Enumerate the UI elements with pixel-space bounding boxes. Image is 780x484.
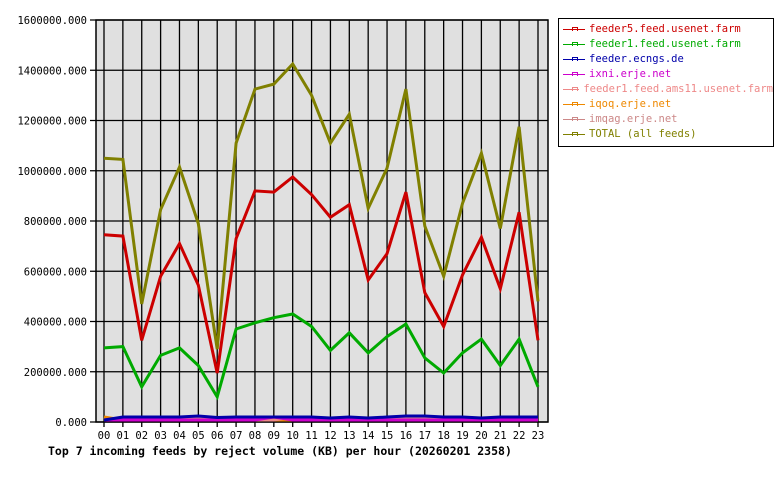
legend-item: feeder1.feed.usenet.farm — [563, 37, 773, 52]
x-tick-label: 02 — [135, 430, 148, 442]
x-tick-label: 01 — [117, 430, 130, 442]
x-tick-label: 11 — [305, 430, 318, 442]
x-tick-label: 04 — [173, 430, 186, 442]
legend-item: iqoq.erje.net — [563, 97, 773, 112]
x-tick-label: 06 — [211, 430, 224, 442]
legend-item: feeder5.feed.usenet.farm — [563, 22, 773, 37]
x-tick-label: 15 — [381, 430, 394, 442]
x-tick-label: 21 — [494, 430, 507, 442]
legend-label: ixni.erje.net — [589, 68, 672, 80]
y-tick-label: 800000.000 — [24, 216, 87, 228]
legend-line-icon — [563, 57, 585, 61]
y-tick-label: 600000.000 — [24, 266, 87, 278]
x-tick-label: 20 — [475, 430, 488, 442]
x-tick-label: 14 — [362, 430, 375, 442]
legend-line-icon — [563, 132, 585, 136]
y-tick-label: 1400000.000 — [17, 65, 87, 77]
x-tick-label: 19 — [456, 430, 469, 442]
legend-item: TOTAL (all feeds) — [563, 127, 773, 142]
legend-label: iqoq.erje.net — [589, 98, 672, 110]
chart-title: Top 7 incoming feeds by reject volume (K… — [48, 444, 512, 458]
series-line — [103, 312, 540, 401]
y-tick-label: 1600000.000 — [17, 15, 87, 27]
x-tick-label: 16 — [400, 430, 413, 442]
legend-label: feeder1.feed.usenet.farm — [589, 38, 741, 50]
x-tick-label: 09 — [267, 430, 280, 442]
x-tick-label: 12 — [324, 430, 337, 442]
legend-line-icon — [563, 42, 585, 46]
legend-label: feeder.ecngs.de — [589, 53, 684, 65]
legend-item: feeder.ecngs.de — [563, 52, 773, 67]
y-tick-label: 1200000.000 — [17, 116, 87, 128]
legend-item: ixni.erje.net — [563, 67, 773, 82]
legend-line-icon — [563, 27, 585, 31]
series-line — [103, 414, 538, 422]
x-tick-label: 08 — [249, 430, 262, 442]
x-tick-label: 10 — [286, 430, 299, 442]
series-line — [104, 415, 538, 422]
legend-label: TOTAL (all feeds) — [589, 128, 697, 140]
y-tick-label: 1000000.000 — [17, 166, 87, 178]
x-tick-label: 17 — [418, 430, 431, 442]
legend-item: feeder1.feed.ams11.usenet.farm — [563, 82, 773, 97]
y-tick-label: 400000.000 — [24, 317, 87, 329]
x-tick-label: 22 — [513, 430, 526, 442]
legend-label: feeder5.feed.usenet.farm — [589, 23, 741, 35]
legend-label: feeder1.feed.ams11.usenet.farm — [583, 83, 773, 95]
plot-border — [95, 19, 549, 423]
legend-item: imqag.erje.net — [563, 112, 773, 127]
legend-line-icon — [563, 72, 585, 76]
y-tick-label: 0.000 — [55, 417, 87, 429]
x-tick-label: 13 — [343, 430, 356, 442]
x-tick-label: 03 — [154, 430, 167, 442]
x-tick-label: 00 — [98, 430, 111, 442]
x-tick-label: 07 — [230, 430, 243, 442]
legend-label: imqag.erje.net — [589, 113, 678, 125]
x-tick-label: 05 — [192, 430, 205, 442]
series-line — [103, 61, 540, 350]
series-line — [103, 175, 540, 374]
legend-line-icon — [563, 102, 585, 106]
y-tick-label: 200000.000 — [24, 367, 87, 379]
x-tick-label: 18 — [437, 430, 450, 442]
legend: feeder5.feed.usenet.farm feeder1.feed.use… — [558, 18, 774, 147]
legend-line-icon — [563, 87, 580, 91]
legend-line-icon — [563, 117, 585, 121]
x-tick-label: 23 — [532, 430, 545, 442]
